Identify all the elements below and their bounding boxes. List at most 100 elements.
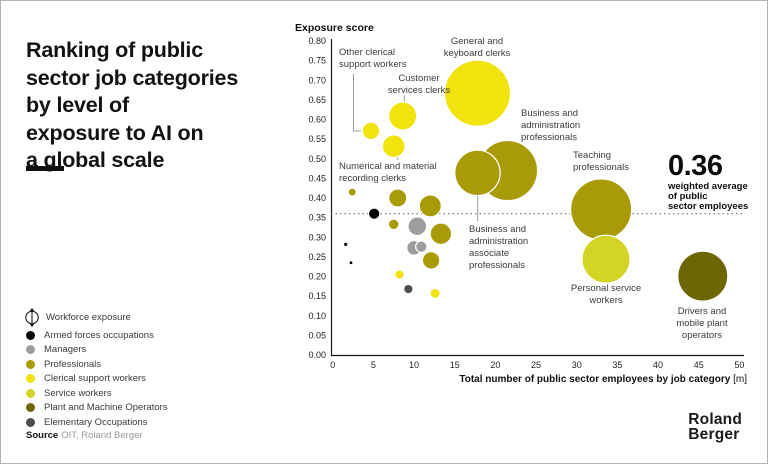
workforce-exposure-icon [25,307,39,327]
x-tick-label: 20 [490,360,500,370]
y-tick-label: 0.70 [308,75,326,85]
bubble-label-drivers-and-mobile-plant-operators: Drivers and [678,306,727,317]
bubble-professionals-b [429,222,453,246]
x-tick-label: 30 [572,360,582,370]
y-tick-label: 0.05 [308,330,326,340]
bubble-label-personal-service-workers: workers [588,295,623,306]
legend-swatch-managers [26,345,35,355]
bubble-elementary-occupations [403,283,414,295]
leader-line-other-clerical-support-workers [353,74,361,132]
x-tick-label: 0 [330,360,335,370]
x-tick-label: 40 [653,360,663,370]
bubble-professionals-a [418,194,442,218]
bubble-professionals-e [387,218,400,231]
y-tick-label: 0.75 [308,56,326,66]
legend-swatch-armed_forces [26,330,35,340]
bubble-professionals-f [347,187,357,197]
x-tick-label: 25 [531,360,541,370]
legend-label: Workforce exposure [46,311,131,323]
bubble-label-other-clerical-support-workers: Other clerical [339,47,395,58]
legend-item-professionals: Professionals [26,357,256,372]
x-tick-label: 50 [734,360,744,370]
legend-item-managers: Managers [26,343,256,358]
legend-label: Professionals [44,358,102,370]
y-tick-label: 0.20 [308,272,326,282]
legend-swatch-plant [26,403,35,413]
legend-item-plant: Plant and Machine Operators [26,401,256,416]
bubble-managers-c [415,240,428,253]
bubble-business-and-administration-associate-professionals [454,149,501,197]
y-tick-label: 0.15 [308,291,326,301]
bubble-label-numerical-and-material-recording-clerks: recording clerks [339,173,406,184]
y-tick-label: 0.35 [308,213,326,223]
bubble-personal-service-workers [581,234,631,284]
weighted-average-caption: sector employees [668,201,748,212]
x-tick-label: 45 [694,360,704,370]
legend-item-clerical: Clerical support workers [26,372,256,387]
legend-swatch-service [26,388,35,398]
weighted-average-caption: weighted average [667,181,748,192]
bubble-clerical-b [429,287,441,299]
legend: Workforce exposure Armed forces occupati… [25,307,256,430]
bubble-label-business-and-administration-associate-professionals: Business and [469,224,526,235]
bubble-label-business-and-administration-associate-professionals: administration [469,236,528,247]
legend-label: Managers [44,344,87,356]
x-tick-label: 10 [409,360,419,370]
legend-swatch-professionals [26,359,35,369]
y-tick-label: 0.00 [308,350,326,360]
bubble-label-personal-service-workers: Personal service [571,283,641,294]
legend-swatch-elementary [26,417,35,427]
y-tick-label: 0.60 [308,115,326,125]
legend-label: Plant and Machine Operators [44,402,168,414]
legend-label: Elementary Occupations [44,416,148,428]
y-tick-label: 0.50 [308,154,326,164]
bubble-armed-forces-occupations [367,207,381,220]
bubble-teaching-professionals [570,178,633,241]
bubble-label-teaching-professionals: Teaching [573,150,611,161]
source-note: Source OIT, Roland Berger [26,430,143,441]
y-tick-label: 0.80 [308,36,326,46]
source-prefix: Source [26,430,59,441]
y-tick-label: 0.40 [308,193,326,203]
legend-item-elementary: Elementary Occupations [26,415,256,430]
bubble-customer-services-clerks [388,101,418,131]
y-tick-label: 0.25 [308,252,326,262]
x-tick-label: 15 [450,360,460,370]
bubble-armed-forces-small-b [349,261,353,265]
bubble-label-teaching-professionals: professionals [573,162,629,173]
bubble-professionals-c [388,188,408,208]
bubble-label-customer-services-clerks: services clerks [388,85,451,96]
brand-logo: Roland Berger [688,411,742,443]
title-underline [26,166,64,171]
weighted-average-caption: of public [668,191,708,202]
bubble-numerical-and-material-recording-clerks [381,134,406,159]
bubble-label-business-and-administration-associate-professionals: associate [469,248,509,259]
legend-item-service: Service workers [26,386,256,401]
y-tick-label: 0.55 [308,134,326,144]
weighted-average-value: 0.36 [668,150,723,182]
bubble-clerical-a [394,269,405,280]
bubble-label-business-and-administration-associate-professionals: professionals [469,260,525,271]
bubble-drivers-and-mobile-plant-operators [677,250,729,302]
bubble-other-clerical-support-workers [361,121,381,141]
y-tick-label: 0.65 [308,95,326,105]
x-axis-title: Total number of public sector employees … [459,374,747,385]
bubble-label-drivers-and-mobile-plant-operators: mobile plant [676,318,728,329]
y-tick-label: 0.30 [308,232,326,242]
y-tick-label: 0.10 [308,311,326,321]
bubble-label-numerical-and-material-recording-clerks: Numerical and material [339,161,437,172]
bubble-professionals-d [421,251,441,270]
legend-label: Clerical support workers [44,373,146,385]
legend-swatch-clerical [26,374,35,384]
y-tick-label: 0.45 [308,173,326,183]
bubble-label-general-and-keyboard-clerks: keyboard clerks [444,48,511,59]
bubble-general-and-keyboard-clerks [443,59,512,127]
x-tick-label: 5 [371,360,376,370]
legend-label: Service workers [44,387,112,399]
legend-item-workforce-exposure: Workforce exposure [25,307,256,327]
bubble-label-other-clerical-support-workers: support workers [339,59,407,70]
bubble-label-business-and-administration-professionals: professionals [521,132,577,143]
bubble-label-business-and-administration-professionals: Business and [521,108,578,119]
legend-label: Armed forces occupations [44,329,154,341]
